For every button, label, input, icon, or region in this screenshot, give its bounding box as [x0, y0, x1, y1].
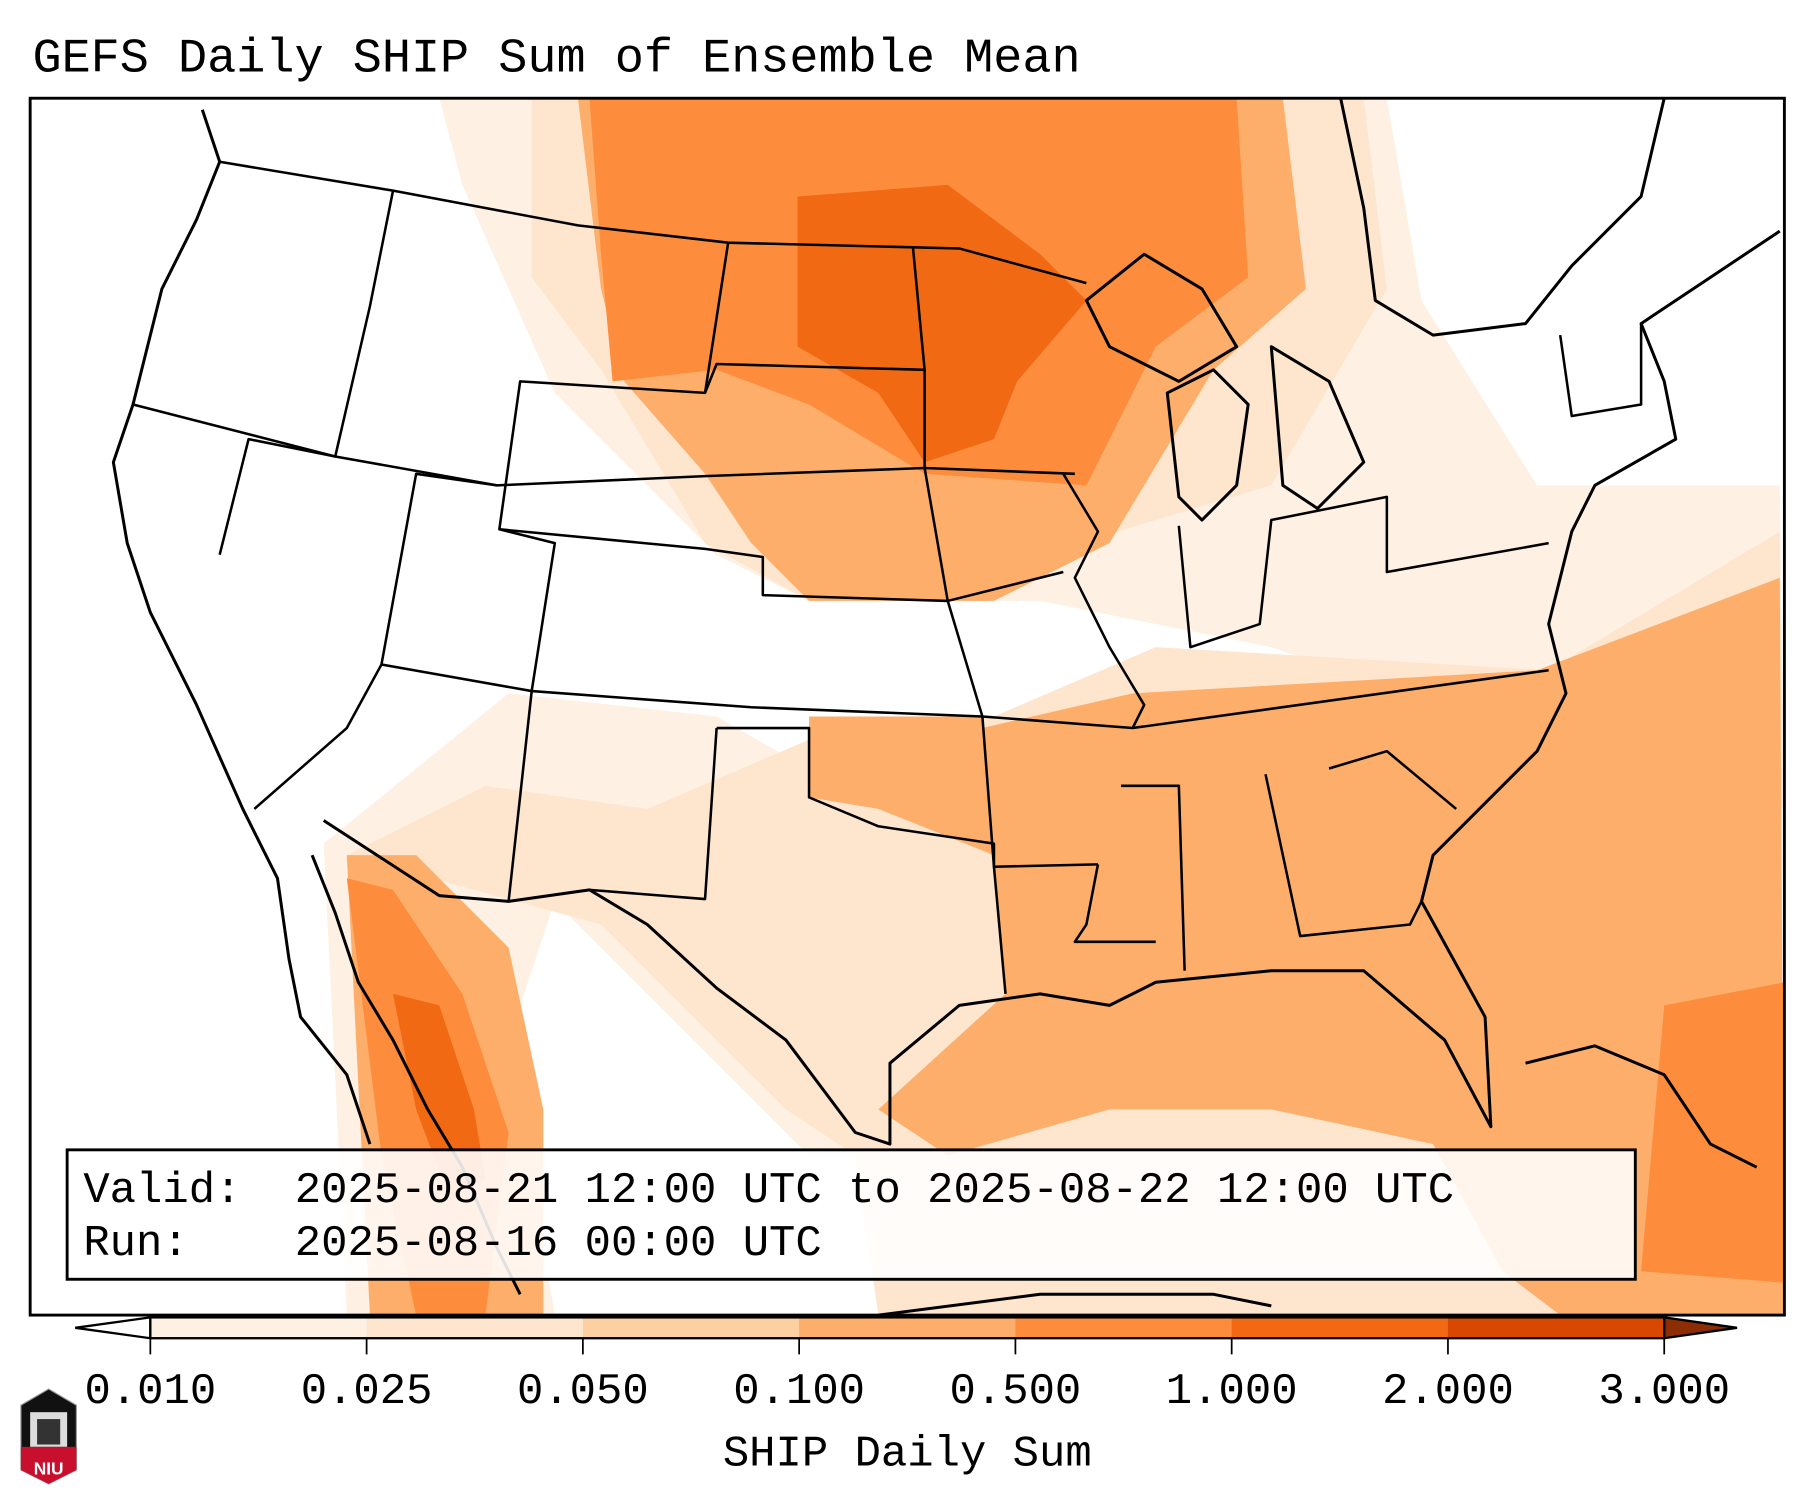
colorbar-bin	[366, 1317, 584, 1339]
svg-text:NIU: NIU	[34, 1459, 64, 1479]
niu-logo: NIU	[20, 1388, 77, 1485]
figure-title: GEFS Daily SHIP Sum of Ensemble Mean	[32, 32, 1080, 87]
info-box: Valid: 2025-08-21 12:00 UTC to 2025-08-2…	[65, 1148, 1637, 1281]
colorbar-under-extension	[75, 1316, 152, 1340]
colorbar: 0.010 0.025 0.050 0.100 0.500 1.000 2.000 3.000…	[75, 1316, 1738, 1479]
colorbar-outline	[149, 1316, 1666, 1340]
colorbar-tick-label: 3.000	[1598, 1367, 1730, 1417]
colorbar-bin	[1447, 1317, 1665, 1339]
map-panel: Valid: 2025-08-21 12:00 UTC to 2025-08-2…	[30, 98, 1785, 1316]
colorbar-tick-label: 1.000	[1166, 1367, 1298, 1417]
map-frame	[28, 96, 1786, 1317]
state-borders	[132, 160, 1643, 994]
run-value: 2025-08-16 00:00 UTC	[295, 1219, 822, 1269]
colorbar-tick-label: 0.100	[733, 1367, 865, 1417]
colorbar-bin	[582, 1317, 800, 1339]
colorbar-label: SHIP Daily Sum	[723, 1429, 1092, 1479]
colorbar-tick-label: 2.000	[1382, 1367, 1514, 1417]
colorbar-bin	[1015, 1317, 1233, 1339]
run-label: Run:	[83, 1219, 188, 1269]
colorbar-over-extension	[1663, 1316, 1738, 1340]
colorbar-tick-label: 0.050	[517, 1367, 649, 1417]
colorbar-tick-label: 0.010	[84, 1367, 216, 1417]
colorbar-tick-label: 0.500	[950, 1367, 1082, 1417]
valid-value: 2025-08-21 12:00 UTC to 2025-08-22 12:00…	[295, 1166, 1454, 1216]
valid-label: Valid:	[83, 1166, 241, 1216]
colorbar-bin	[150, 1317, 368, 1339]
colorbar-tick-label: 0.025	[301, 1367, 433, 1417]
colorbar-bin	[799, 1317, 1016, 1339]
colorbar-bin	[1231, 1317, 1449, 1339]
